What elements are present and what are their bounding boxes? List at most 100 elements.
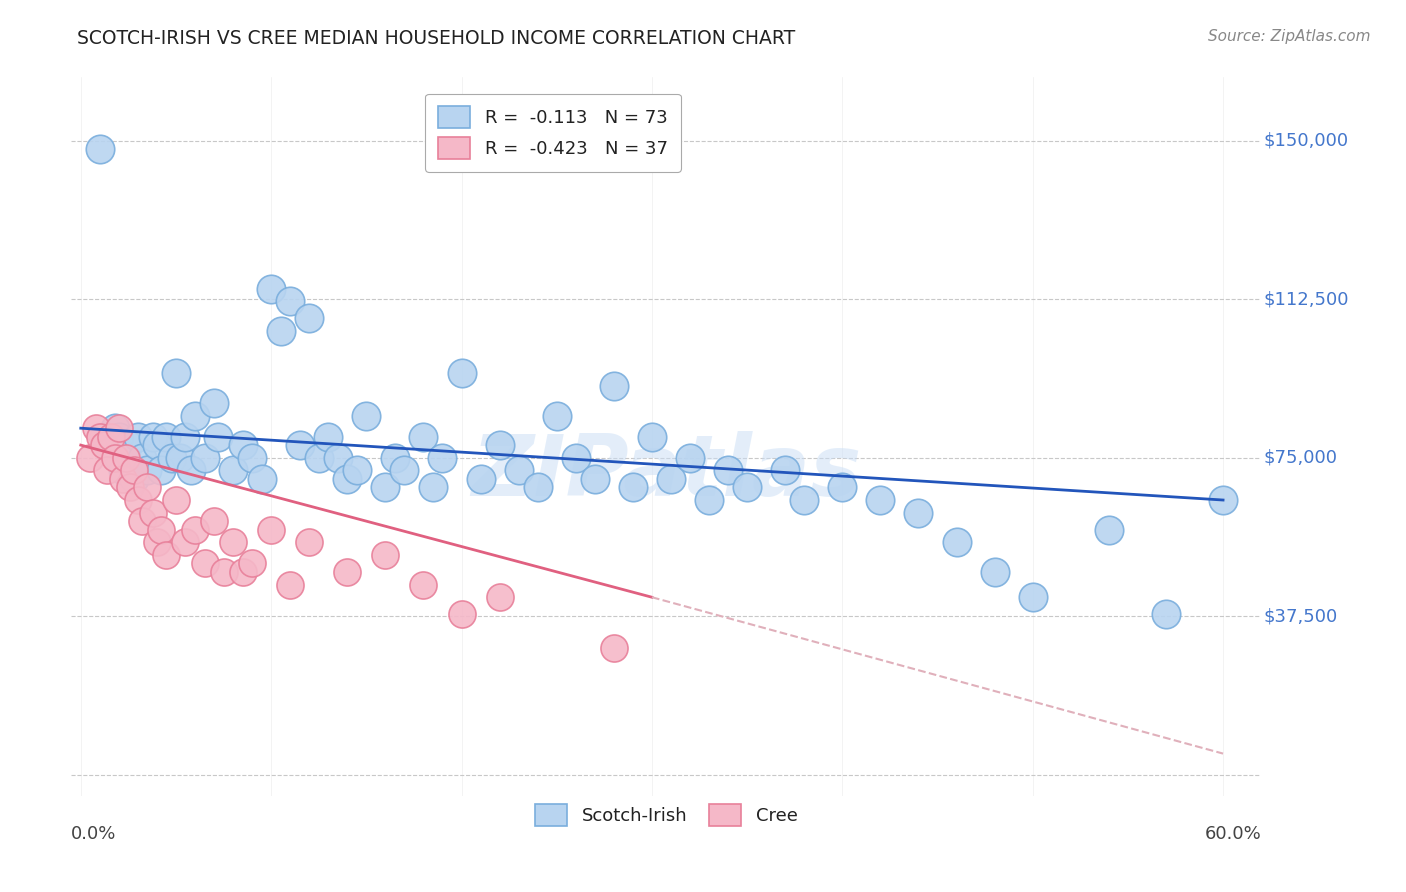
Point <box>773 463 796 477</box>
Point <box>202 396 225 410</box>
Point <box>115 450 138 465</box>
Point <box>316 430 339 444</box>
Point <box>394 463 416 477</box>
Point <box>222 463 245 477</box>
Point <box>384 450 406 465</box>
Text: SCOTCH-IRISH VS CREE MEDIAN HOUSEHOLD INCOME CORRELATION CHART: SCOTCH-IRISH VS CREE MEDIAN HOUSEHOLD IN… <box>77 29 796 47</box>
Text: Source: ZipAtlas.com: Source: ZipAtlas.com <box>1208 29 1371 44</box>
Point <box>155 548 177 562</box>
Point <box>641 430 664 444</box>
Point <box>165 366 187 380</box>
Point <box>298 311 321 326</box>
Point <box>735 480 758 494</box>
Point <box>120 480 142 494</box>
Point <box>603 640 626 655</box>
Point <box>412 577 434 591</box>
Point <box>240 557 263 571</box>
Point <box>108 450 131 465</box>
Point <box>193 450 215 465</box>
Point <box>89 142 111 156</box>
Point <box>146 438 169 452</box>
Point <box>1154 607 1177 621</box>
Point <box>98 438 121 452</box>
Point <box>679 450 702 465</box>
Point <box>526 480 548 494</box>
Point <box>336 565 359 579</box>
Point <box>174 535 197 549</box>
Point <box>546 409 568 423</box>
Point <box>122 463 145 477</box>
Point <box>270 324 292 338</box>
Text: 0.0%: 0.0% <box>72 824 117 843</box>
Point <box>326 450 349 465</box>
Point <box>260 523 283 537</box>
Point <box>117 438 139 452</box>
Point <box>100 430 122 444</box>
Text: 60.0%: 60.0% <box>1205 824 1261 843</box>
Point <box>945 535 967 549</box>
Text: $37,500: $37,500 <box>1264 607 1337 625</box>
Point <box>149 463 172 477</box>
Point <box>136 480 159 494</box>
Text: $75,000: $75,000 <box>1264 449 1337 467</box>
Point <box>1212 493 1234 508</box>
Point <box>488 591 510 605</box>
Legend: Scotch-Irish, Cree: Scotch-Irish, Cree <box>524 793 808 837</box>
Point <box>346 463 368 477</box>
Point <box>450 366 472 380</box>
Point <box>84 421 107 435</box>
Point <box>111 472 134 486</box>
Text: $150,000: $150,000 <box>1264 132 1348 150</box>
Point <box>96 463 118 477</box>
Point <box>869 493 891 508</box>
Point <box>907 506 929 520</box>
Point <box>308 450 330 465</box>
Point <box>621 480 644 494</box>
Point <box>831 480 853 494</box>
Point <box>298 535 321 549</box>
Point <box>232 565 254 579</box>
Point <box>111 463 134 477</box>
Point <box>488 438 510 452</box>
Point <box>104 421 127 435</box>
Point <box>288 438 311 452</box>
Point <box>470 472 492 486</box>
Point <box>193 557 215 571</box>
Point <box>508 463 530 477</box>
Point <box>583 472 606 486</box>
Point <box>122 472 145 486</box>
Point <box>432 450 454 465</box>
Point <box>793 493 815 508</box>
Point <box>131 514 153 528</box>
Point <box>131 450 153 465</box>
Point <box>232 438 254 452</box>
Point <box>565 450 588 465</box>
Point <box>136 463 159 477</box>
Point <box>174 430 197 444</box>
Point <box>127 430 149 444</box>
Point <box>104 450 127 465</box>
Point <box>422 480 444 494</box>
Point <box>89 430 111 444</box>
Point <box>146 535 169 549</box>
Point <box>412 430 434 444</box>
Point <box>79 450 101 465</box>
Text: $112,500: $112,500 <box>1264 290 1348 309</box>
Point <box>222 535 245 549</box>
Text: ZIPatlas: ZIPatlas <box>471 431 862 514</box>
Point <box>278 577 301 591</box>
Point <box>278 294 301 309</box>
Point <box>1098 523 1121 537</box>
Point <box>374 480 396 494</box>
Point <box>603 379 626 393</box>
Point <box>983 565 1005 579</box>
Point <box>93 438 115 452</box>
Point <box>127 493 149 508</box>
Point <box>149 523 172 537</box>
Point <box>142 506 165 520</box>
Point <box>184 523 207 537</box>
Point <box>697 493 720 508</box>
Point <box>169 450 191 465</box>
Point <box>108 430 131 444</box>
Point <box>142 430 165 444</box>
